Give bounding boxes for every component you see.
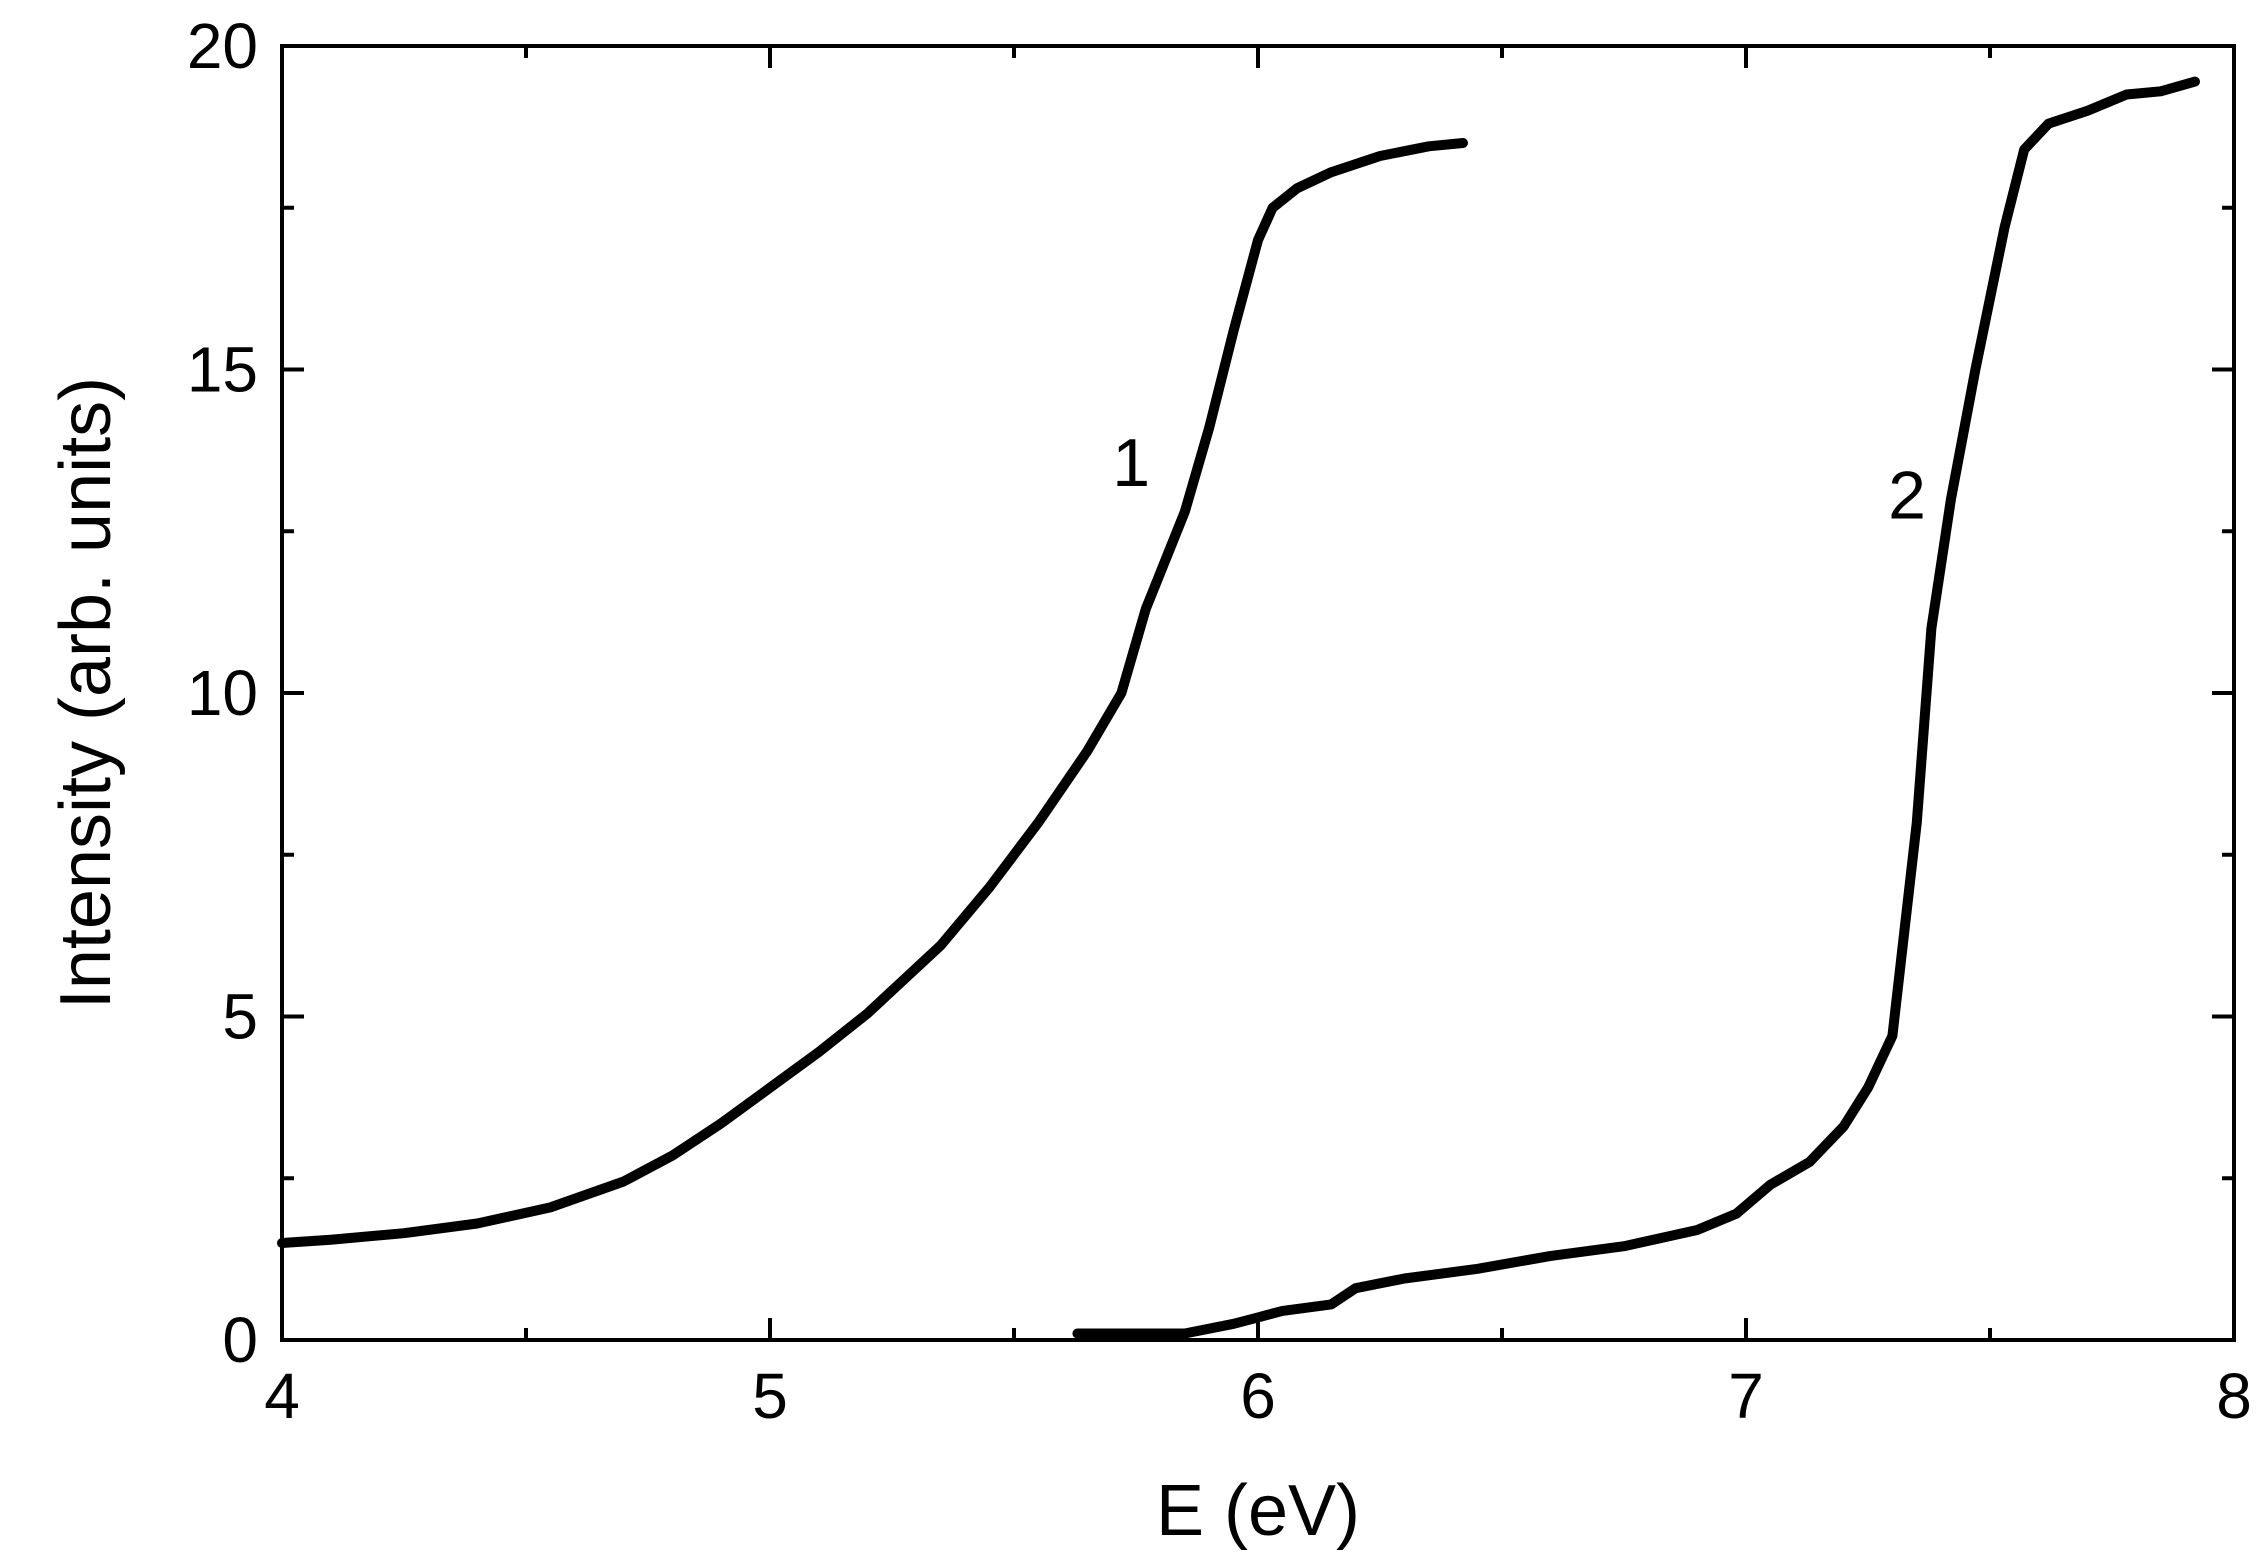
x-tick-label: 8 (2216, 1360, 2252, 1432)
y-tick-label: 15 (187, 334, 258, 406)
y-tick-label: 0 (222, 1304, 258, 1376)
series-label-1: 1 (1112, 425, 1150, 501)
x-tick-label: 6 (1240, 1360, 1276, 1432)
y-tick-label: 5 (222, 981, 258, 1053)
y-axis-label: Intensity (arb. units) (46, 377, 126, 1009)
x-axis-label: E (eV) (1156, 1471, 1360, 1551)
y-tick-label: 20 (187, 10, 258, 82)
x-tick-label: 4 (264, 1360, 300, 1432)
x-tick-label: 5 (752, 1360, 788, 1432)
axis-ticks (280, 44, 2236, 1342)
x-tick-label: 7 (1728, 1360, 1764, 1432)
series-line-1 (277, 138, 1468, 1248)
series-line-2 (1072, 76, 2200, 1339)
y-tick-label: 10 (187, 657, 258, 729)
series-label-2: 2 (1888, 457, 1926, 533)
series-lines (277, 76, 2200, 1339)
tick-labels: 4 5 6 7 8 0 5 10 15 20 (187, 10, 2252, 1432)
